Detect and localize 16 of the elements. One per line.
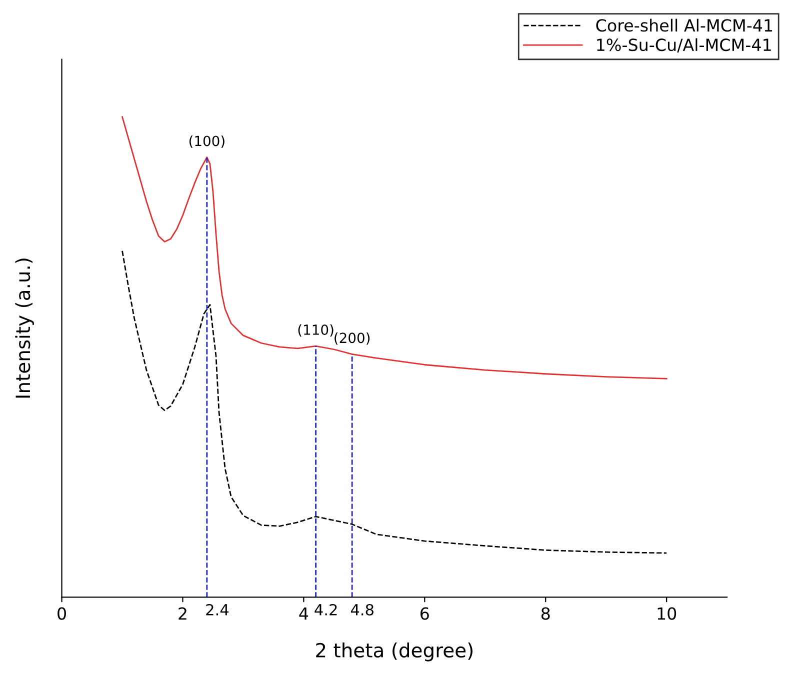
ref-line-label: 4.2 bbox=[314, 604, 337, 616]
x-tick-label: 4 bbox=[299, 607, 308, 620]
x-tick-label: 8 bbox=[541, 607, 550, 620]
annotation: (110) bbox=[298, 324, 334, 337]
ref-line-label: 2.4 bbox=[206, 604, 228, 616]
x-tick-label: 6 bbox=[420, 607, 429, 620]
legend-label: 1%-Su-Cu/Al-MCM-41 bbox=[597, 38, 771, 52]
annotation: (100) bbox=[189, 135, 224, 148]
x-tick-label: 0 bbox=[58, 607, 66, 620]
x-tick-label: 10 bbox=[658, 607, 676, 620]
legend-label: Core-shell Al-MCM-41 bbox=[596, 18, 772, 32]
x-tick-label: 2 bbox=[178, 607, 186, 620]
ref-line-label: 4.8 bbox=[350, 604, 374, 616]
annotation: (200) bbox=[334, 332, 370, 345]
x-axis-title: 2 theta (degree) bbox=[316, 642, 472, 662]
y-axis-title: Intensity (a.u.) bbox=[15, 258, 34, 398]
